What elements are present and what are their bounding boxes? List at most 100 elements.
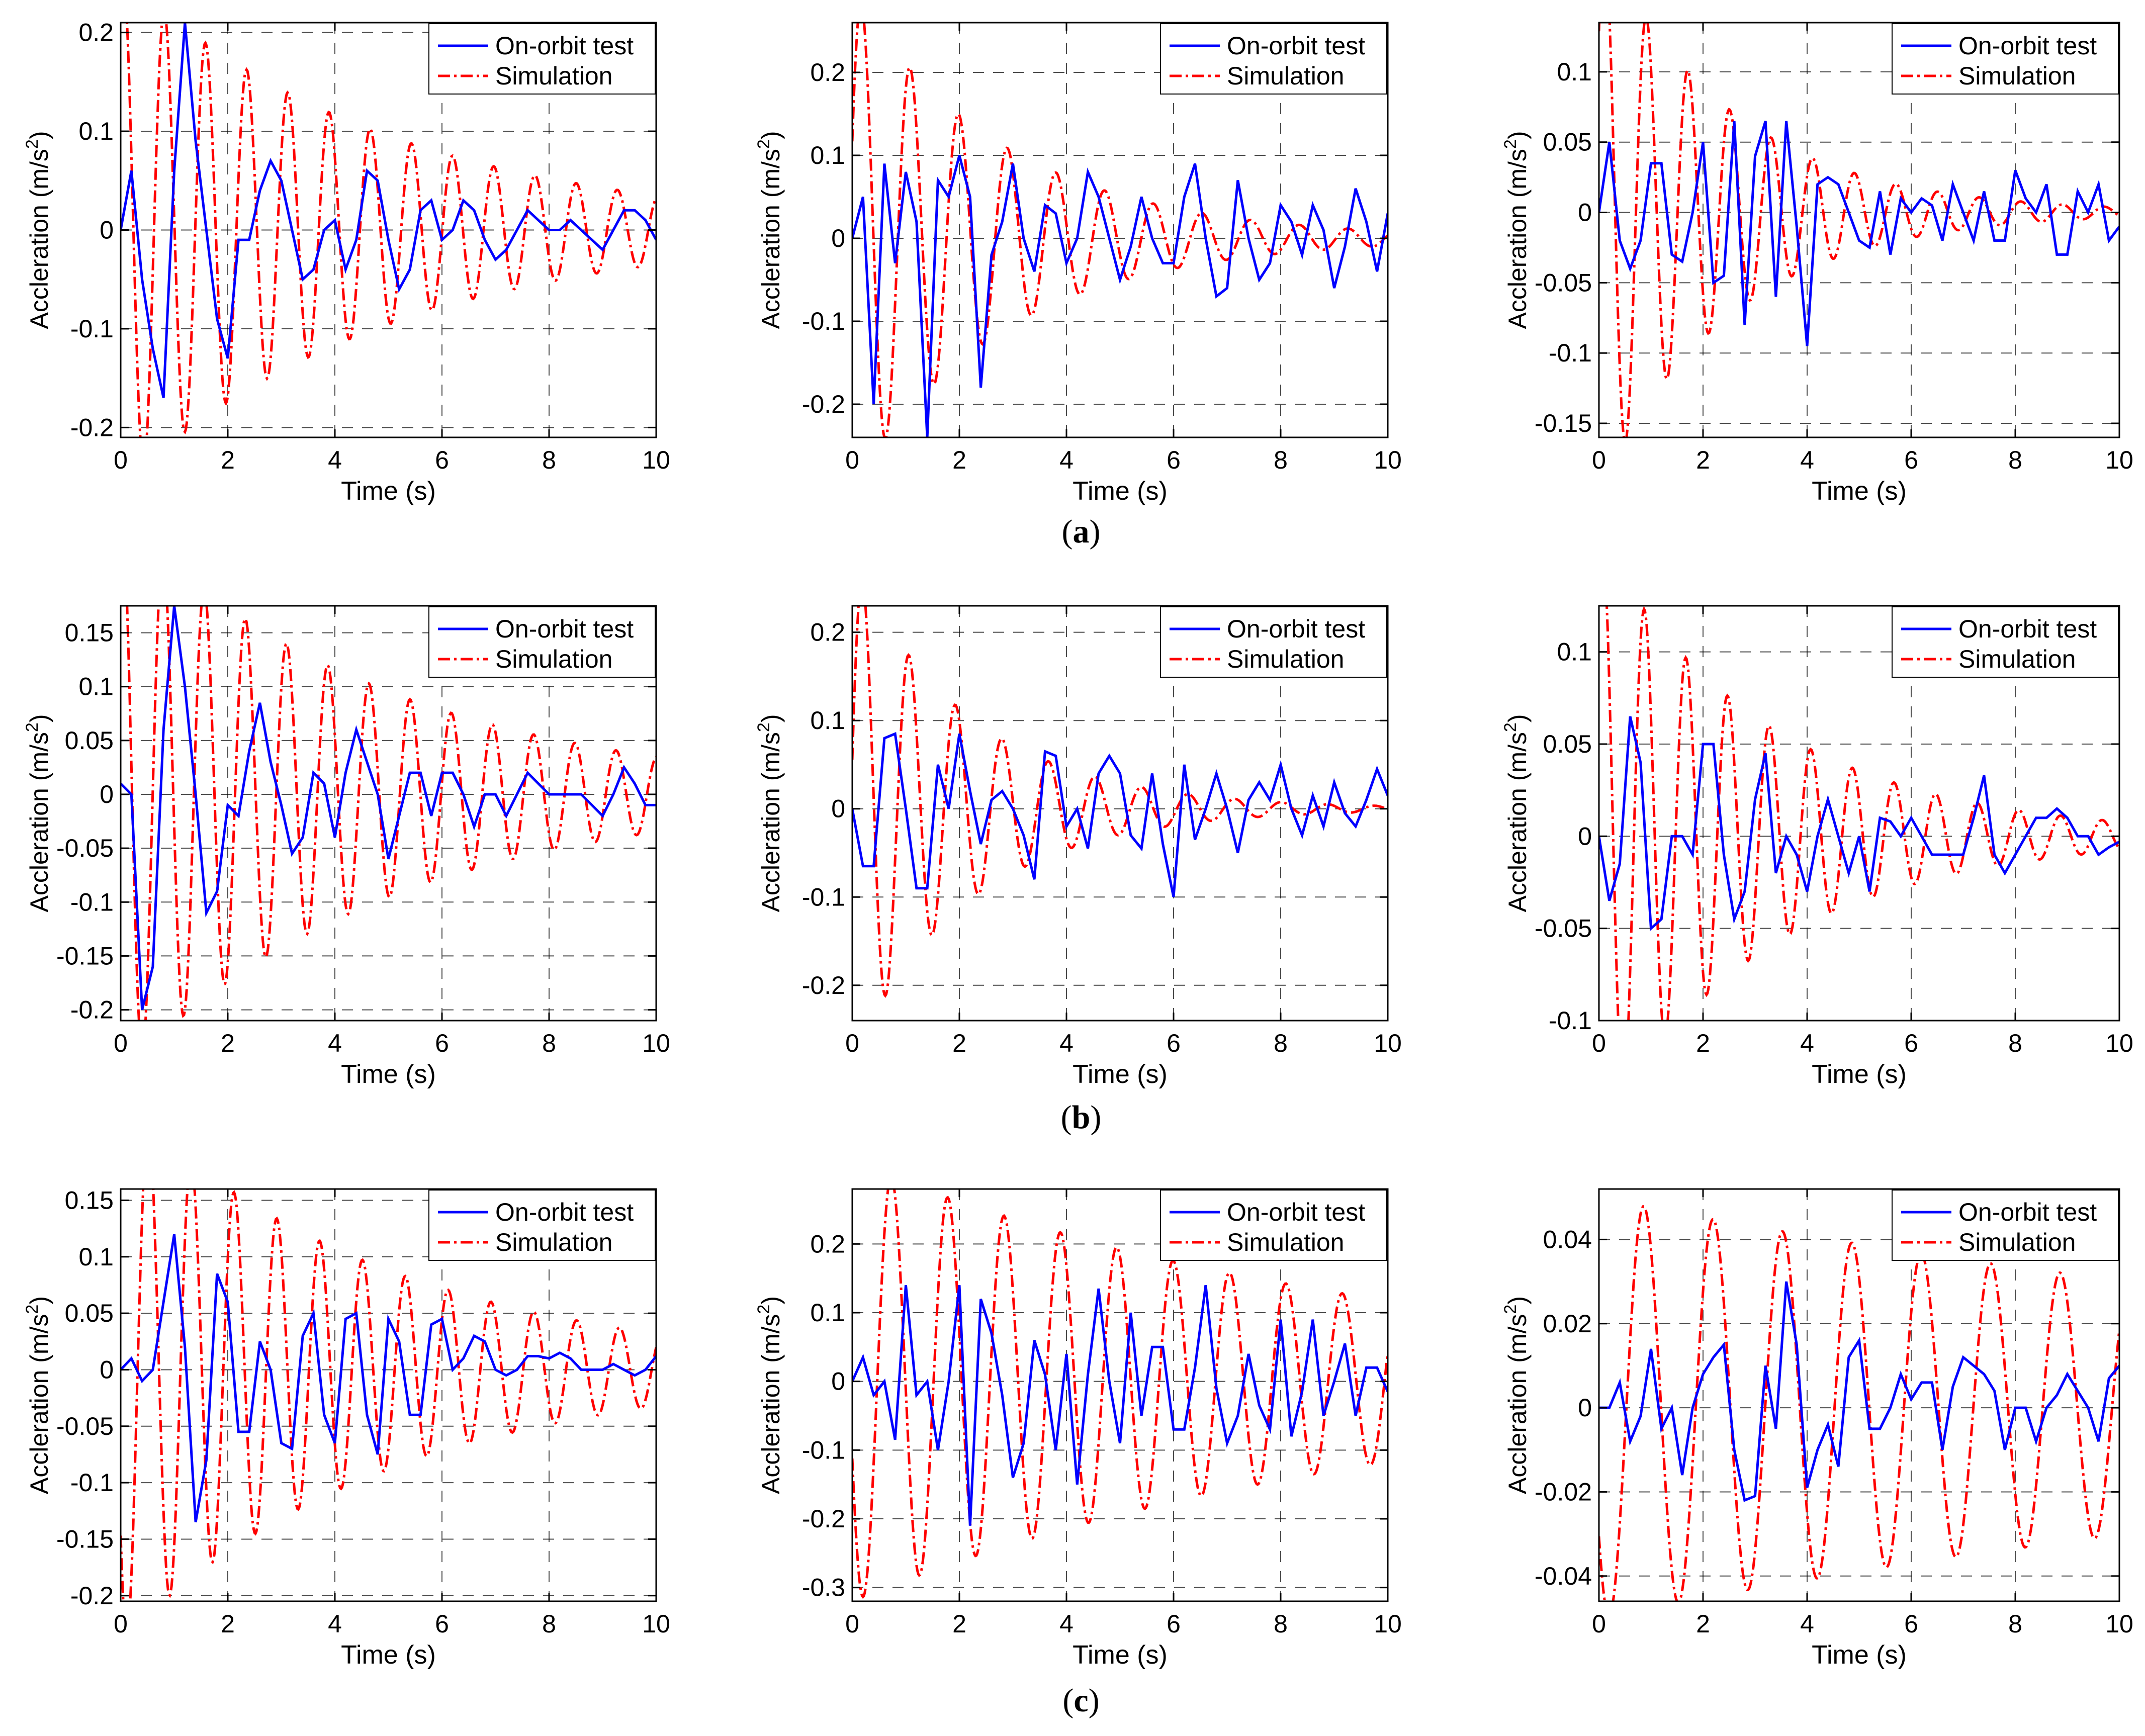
- y-axis-label-main: Accleration (m/s: [757, 732, 785, 912]
- simulation-series-line: [852, 1189, 1388, 1599]
- subplot-2-2: 0 2 4 6 8 10 -0.04 -0.02 0 0.02 0.04 Time (s) Accler…: [1501, 1188, 2133, 1670]
- x-tick-label: 0: [1592, 1029, 1606, 1057]
- y-axis-label-end: ): [1503, 1296, 1532, 1305]
- legend-label-simulation: Simulation: [1958, 645, 2076, 673]
- y-axis-label-superscript: 2: [754, 722, 773, 732]
- simulation-series-line: [1599, 1205, 2119, 1601]
- y-axis-label: Accleration (m/s2): [754, 131, 785, 329]
- x-tick-label: 10: [642, 1029, 670, 1057]
- x-tick-label: 6: [435, 1029, 449, 1057]
- subplot-1-0: 0 2 4 6 8 10 -0.2 -0.15 -0.1 -0.05 0 0.05 0.1 0.15 Tim…: [23, 605, 670, 1089]
- legend-label-simulation: Simulation: [1227, 1228, 1344, 1256]
- y-axis-label-end: ): [1503, 714, 1532, 722]
- subplot-0-1: 0 2 4 6 8 10 -0.2 -0.1 0 0.1 0.2 Time (s) Accleratio…: [754, 22, 1402, 506]
- plot-frame: [851, 1188, 1389, 1602]
- y-tick-label: 0: [1578, 822, 1592, 850]
- x-tick-label: 4: [1059, 1029, 1074, 1057]
- subplot-0-2: 0 2 4 6 8 10 -0.15 -0.1 -0.05 0 0.05 0.1 Time (s) Acc…: [1501, 22, 2133, 506]
- subplot-0-0: 0 2 4 6 8 10 -0.2 -0.1 0 0.1 0.2 Time (s) Accleratio…: [23, 19, 670, 506]
- legend-label-on-orbit: On-orbit test: [495, 32, 634, 60]
- x-tick-label: 10: [642, 446, 670, 474]
- plot-frame: [120, 605, 657, 1022]
- legend-label-on-orbit: On-orbit test: [1958, 32, 2097, 60]
- y-axis-label-end: ): [25, 131, 53, 139]
- x-tick-label: 8: [542, 1029, 556, 1057]
- y-axis-label-superscript: 2: [1501, 139, 1520, 149]
- x-tick-label: 8: [2008, 1610, 2022, 1638]
- y-axis-label-main: Accleration (m/s: [25, 149, 53, 329]
- y-tick-label: 0.05: [65, 726, 114, 755]
- legend-label-on-orbit: On-orbit test: [1227, 615, 1365, 643]
- y-axis-label-main: Accleration (m/s: [757, 149, 785, 329]
- on-orbit-series-line: [852, 732, 1388, 897]
- y-axis-label-end: ): [25, 1296, 53, 1305]
- x-tick-label: 10: [1374, 1610, 1402, 1638]
- x-tick-label: 4: [1059, 446, 1074, 474]
- y-axis-label: Accleration (m/s2): [1501, 714, 1532, 912]
- x-tick-label: 0: [845, 1610, 859, 1638]
- x-tick-label: 10: [1374, 1029, 1402, 1057]
- y-axis-label-superscript: 2: [23, 1305, 42, 1314]
- x-tick-label: 4: [1800, 1610, 1814, 1638]
- x-tick-label: 2: [1696, 1610, 1710, 1638]
- x-tick-label: 10: [2105, 1610, 2133, 1638]
- x-axis-label: Time (s): [1072, 1640, 1168, 1670]
- legend-box: [1160, 1190, 1387, 1261]
- x-tick-label: 4: [328, 1029, 342, 1057]
- x-tick-label: 8: [2008, 446, 2022, 474]
- x-axis-label: Time (s): [1072, 1060, 1168, 1089]
- x-tick-label: 6: [1904, 1610, 1918, 1638]
- x-tick-label: 8: [1274, 446, 1288, 474]
- x-tick-label: 2: [221, 446, 235, 474]
- y-tick-label: 0: [1578, 199, 1592, 227]
- y-tick-label: 0.04: [1543, 1225, 1592, 1253]
- x-tick-label: 4: [1059, 1610, 1074, 1638]
- legend-label-simulation: Simulation: [1958, 62, 2076, 90]
- x-tick-label: 2: [221, 1029, 235, 1057]
- subplot-1-2: 0 2 4 6 8 10 -0.1 -0.05 0 0.05 0.1 Time (s) Acclerat…: [1501, 605, 2133, 1089]
- y-axis-label: Accleration (m/s2): [754, 714, 785, 912]
- subplot-2-0: 0 2 4 6 8 10 -0.2 -0.15 -0.1 -0.05 0 0.05 0.1 0.15 Tim…: [23, 1186, 670, 1670]
- legend-box: [1160, 606, 1387, 678]
- subplot-2-1: 0 2 4 6 8 10 -0.3 -0.2 -0.1 0 0.1 0.2 Time (s) Accler…: [754, 1188, 1402, 1670]
- row-label-b: (b): [1060, 1099, 1102, 1136]
- x-tick-label: 2: [952, 446, 966, 474]
- x-tick-label: 0: [114, 1029, 128, 1057]
- x-tick-label: 2: [952, 1610, 966, 1638]
- y-tick-label: 0.1: [810, 706, 845, 735]
- y-axis-label: Accleration (m/s2): [23, 131, 53, 329]
- y-tick-label: 0.15: [65, 1186, 114, 1214]
- y-axis-label-main: Accleration (m/s: [1503, 732, 1532, 912]
- x-tick-label: 6: [1904, 1029, 1918, 1057]
- y-tick-label: -0.05: [56, 834, 114, 862]
- x-tick-label: 6: [435, 1610, 449, 1638]
- legend-label-on-orbit: On-orbit test: [1958, 615, 2097, 643]
- plot-frame: [851, 605, 1389, 1022]
- x-tick-label: 4: [328, 446, 342, 474]
- x-tick-label: 8: [1274, 1029, 1288, 1057]
- y-axis-label-main: Accleration (m/s: [1503, 1314, 1532, 1494]
- y-tick-label: 0.1: [78, 117, 114, 145]
- x-tick-label: 6: [1167, 1610, 1181, 1638]
- legend-label-simulation: Simulation: [1227, 645, 1344, 673]
- y-axis-label-superscript: 2: [1501, 1305, 1520, 1314]
- simulation-series-line: [126, 606, 656, 1021]
- y-tick-label: -0.1: [70, 315, 114, 343]
- x-axis-label: Time (s): [1812, 477, 1907, 506]
- x-tick-label: 8: [1274, 1610, 1288, 1638]
- x-tick-label: 0: [845, 446, 859, 474]
- y-tick-label: 0: [831, 224, 845, 252]
- x-tick-label: 10: [2105, 1029, 2133, 1057]
- simulation-series-line: [121, 1189, 656, 1601]
- y-tick-label: -0.2: [802, 971, 845, 999]
